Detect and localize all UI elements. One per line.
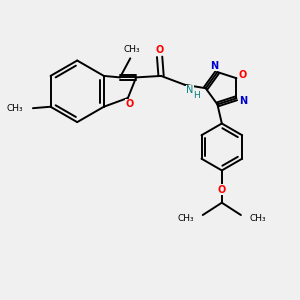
Text: CH₃: CH₃ — [6, 104, 22, 113]
Text: O: O — [239, 70, 247, 80]
Text: CH₃: CH₃ — [123, 45, 140, 54]
Text: O: O — [155, 44, 164, 55]
Text: N: N — [186, 85, 194, 95]
Text: O: O — [218, 184, 226, 194]
Text: CH₃: CH₃ — [250, 214, 266, 223]
Text: CH₃: CH₃ — [177, 214, 194, 223]
Text: O: O — [125, 99, 134, 110]
Text: N: N — [210, 61, 219, 70]
Text: N: N — [239, 96, 247, 106]
Text: H: H — [194, 92, 200, 100]
